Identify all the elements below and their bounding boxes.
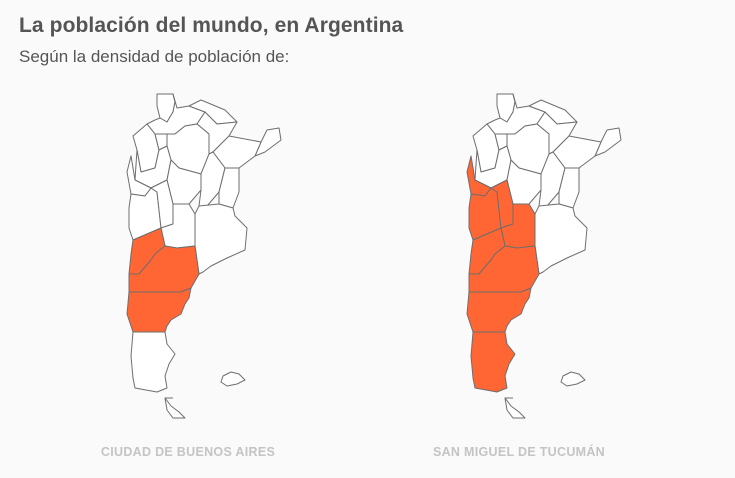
province-chubut xyxy=(126,287,192,333)
province-tierra-del-fuego xyxy=(504,397,526,419)
map-caption-tucuman: SAN MIGUEL DE TUCUMÁN xyxy=(432,445,606,459)
province-islas-malvinas xyxy=(560,371,586,387)
argentina-map-buenos-aires xyxy=(126,93,282,419)
province-buenos-aires xyxy=(194,203,248,275)
province-buenos-aires xyxy=(534,203,588,275)
province-santa-cruz xyxy=(130,331,176,393)
province-islas-malvinas xyxy=(220,371,246,387)
page-subtitle: Según la densidad de población de: xyxy=(19,47,290,66)
argentina-map-tucuman xyxy=(466,93,622,419)
map-caption-buenos-aires: CIUDAD DE BUENOS AIRES xyxy=(100,445,276,459)
page-title: La población del mundo, en Argentina xyxy=(19,14,404,37)
province-chubut xyxy=(466,287,532,333)
province-tierra-del-fuego xyxy=(164,397,186,419)
province-santa-cruz xyxy=(470,331,516,393)
